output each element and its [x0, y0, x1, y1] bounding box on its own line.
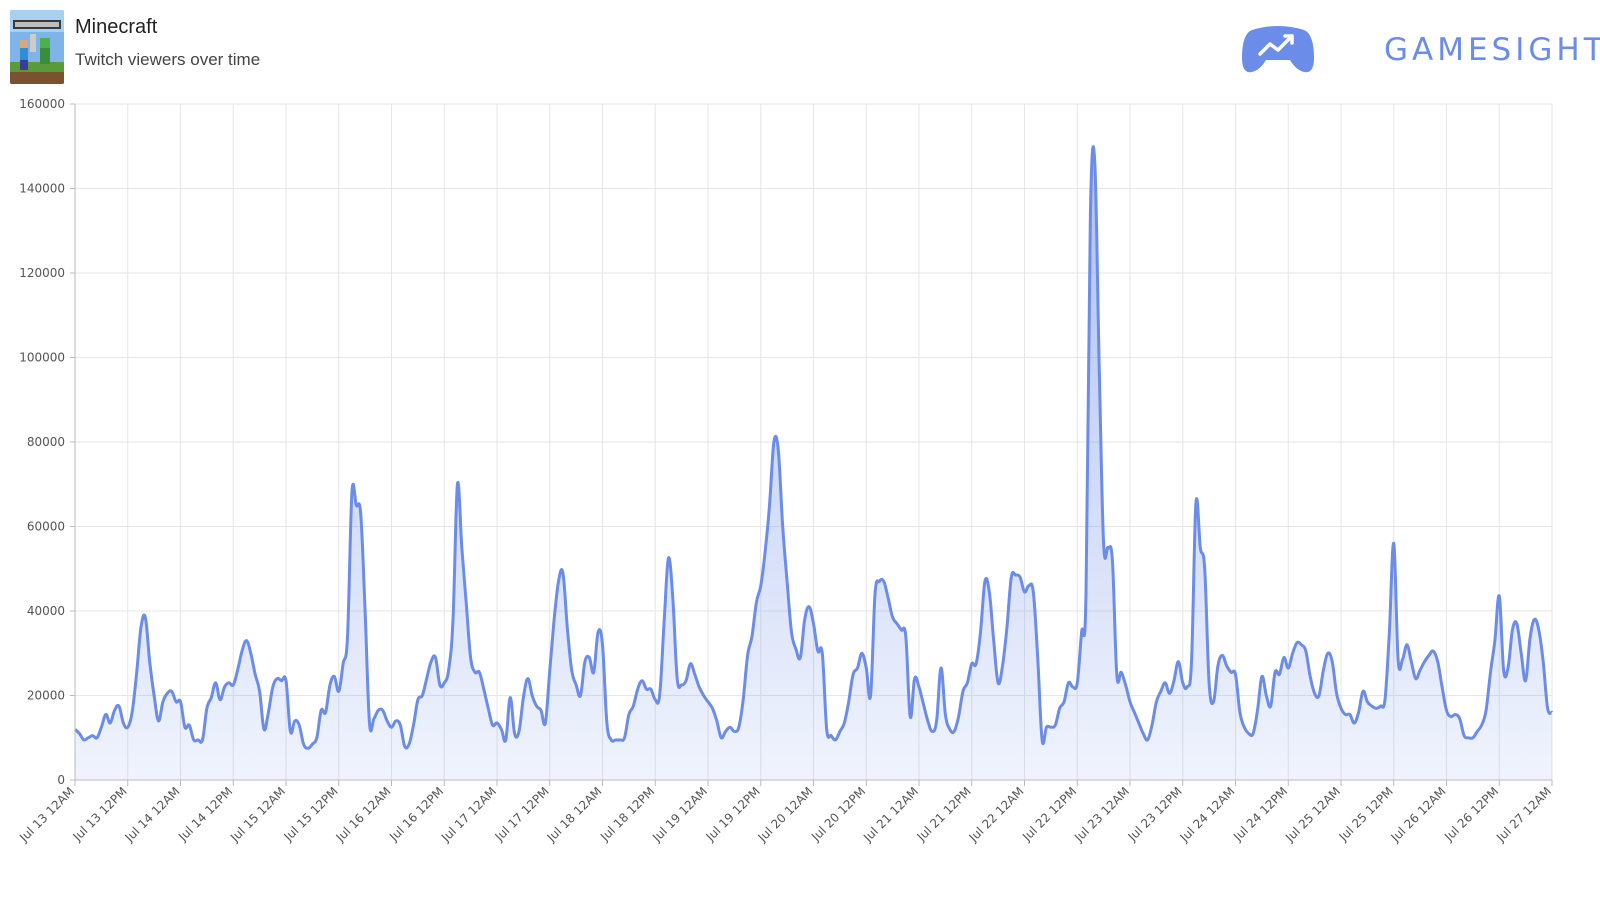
x-tick-label: Jul 25 12AM [1282, 784, 1343, 845]
y-tick-label: 140000 [19, 182, 65, 196]
x-tick-label: Jul 26 12AM [1388, 784, 1449, 845]
x-tick-label: Jul 25 12PM [1336, 784, 1396, 844]
x-tick-label: Jul 17 12AM [438, 784, 499, 845]
brand-name: GAMESIGHT [1384, 32, 1600, 68]
x-tick-label: Jul 27 12AM [1493, 784, 1554, 845]
game-title: Minecraft [75, 16, 158, 38]
chart-area-layer [73, 145, 1554, 780]
chart-subtitle: Twitch viewers over time [75, 50, 261, 69]
x-tick-label: Jul 23 12PM [1125, 784, 1185, 844]
y-tick-label: 120000 [19, 266, 65, 280]
x-tick-label: Jul 18 12AM [544, 784, 605, 845]
x-tick-label: Jul 17 12PM [492, 784, 552, 844]
x-tick-label: Jul 13 12AM [16, 784, 77, 845]
y-tick-label: 40000 [27, 604, 65, 618]
x-tick-label: Jul 24 12PM [1230, 784, 1290, 844]
series-area-fill [75, 146, 1552, 780]
y-tick-label: 20000 [27, 689, 65, 703]
x-tick-label: Jul 19 12AM [649, 784, 710, 845]
x-tick-label: Jul 26 12PM [1441, 784, 1501, 844]
x-tick-label: Jul 14 12PM [175, 784, 235, 844]
x-tick-label: Jul 15 12PM [281, 784, 341, 844]
gamepad-trend-icon [1242, 26, 1314, 73]
x-tick-label: Jul 14 12AM [122, 784, 183, 845]
y-axis: 0 20000 40000 60000 80000 100000 120000 140000 1… [19, 97, 76, 787]
y-tick-label: 60000 [27, 520, 65, 534]
brand-logo: GAMESIGHT [1242, 22, 1600, 82]
x-tick-label: Jul 22 12PM [1019, 784, 1079, 844]
x-tick-label: Jul 13 12PM [70, 784, 130, 844]
x-tick-label: Jul 16 12PM [386, 784, 446, 844]
x-tick-label: Jul 15 12AM [227, 784, 288, 845]
series-line [73, 145, 1554, 750]
y-tick-label: 100000 [19, 351, 65, 365]
chart-grid [74, 103, 1553, 781]
x-tick-label: Jul 24 12AM [1177, 784, 1238, 845]
minecraft-cover-icon [10, 10, 64, 84]
x-tick-label: Jul 23 12AM [1071, 784, 1132, 845]
x-tick-label: Jul 16 12AM [333, 784, 394, 845]
x-tick-label: Jul 18 12PM [597, 784, 657, 844]
x-tick-label: Jul 20 12AM [755, 784, 816, 845]
x-tick-label: Jul 20 12PM [808, 784, 868, 844]
chart-header: Minecraft Twitch viewers over time GAMES… [0, 0, 1600, 100]
y-tick-label: 0 [57, 773, 65, 787]
x-tick-label: Jul 21 12AM [860, 784, 921, 845]
y-tick-label: 160000 [19, 97, 65, 111]
y-tick-label: 80000 [27, 435, 65, 449]
x-tick-label: Jul 22 12AM [966, 784, 1027, 845]
x-tick-label: Jul 21 12PM [914, 784, 974, 844]
x-tick-label: Jul 19 12PM [703, 784, 763, 844]
